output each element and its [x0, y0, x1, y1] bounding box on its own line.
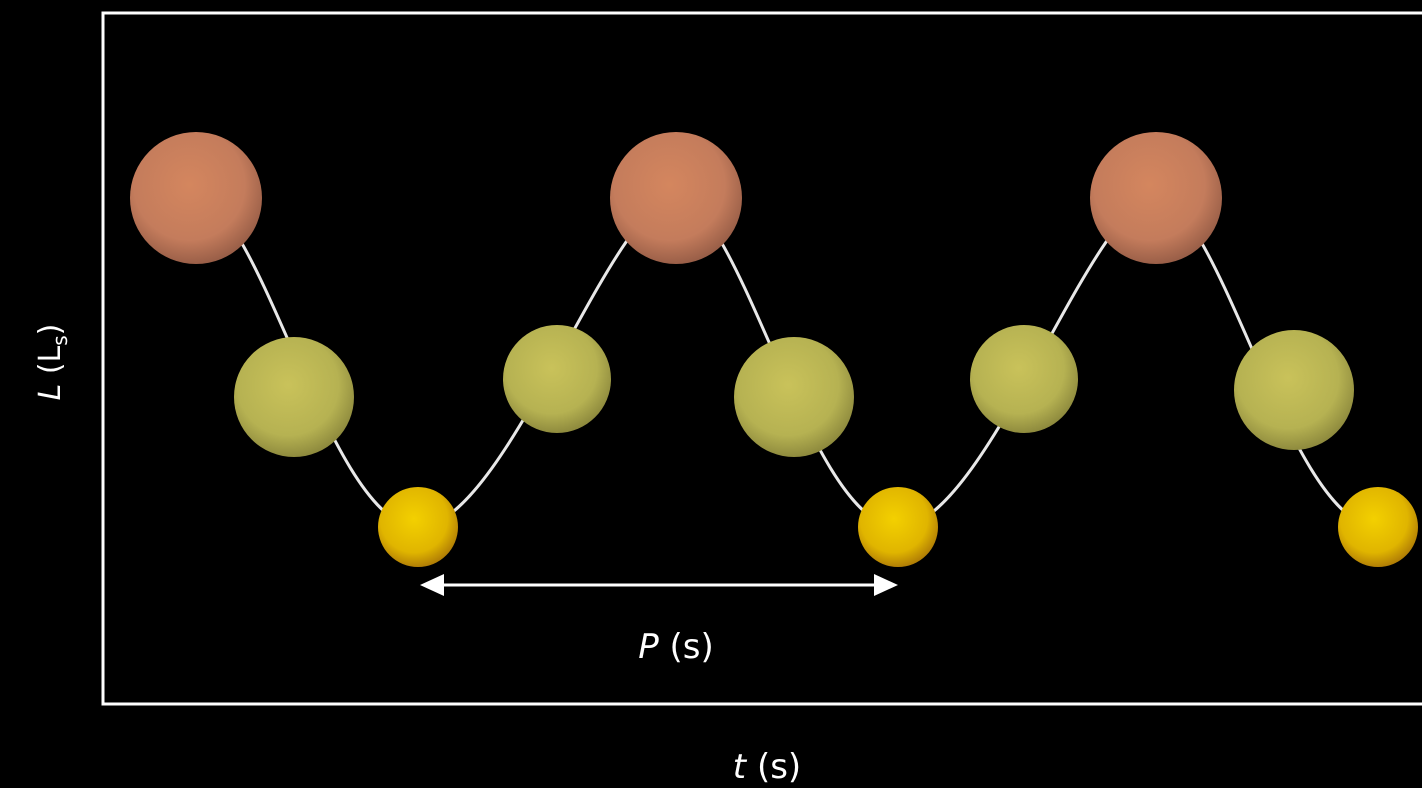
- y-axis-label: L (Ls): [33, 324, 72, 401]
- star-min: [1338, 487, 1418, 567]
- star-min: [858, 487, 938, 567]
- background: [0, 0, 1422, 788]
- x-axis-label: t (s): [733, 747, 801, 787]
- star-max: [130, 132, 262, 264]
- period-symbol: P: [638, 627, 659, 667]
- diagram: P (s) t (s) L (Ls): [0, 0, 1422, 788]
- x-unit: (s): [746, 747, 801, 787]
- period-label: P (s): [638, 627, 714, 667]
- star-mid: [1234, 330, 1354, 450]
- page: {"y_label": ["L", " (L", "s", ")"], "x_l…: [0, 0, 1422, 788]
- star-mid: [734, 337, 854, 457]
- star-mid: [503, 325, 611, 433]
- y-unit-subscript: s: [48, 335, 72, 345]
- y-unit-close: ): [33, 324, 68, 336]
- star-min: [378, 487, 458, 567]
- star-max: [1090, 132, 1222, 264]
- star-mid: [970, 325, 1078, 433]
- y-symbol: L: [33, 384, 68, 401]
- star-max: [610, 132, 742, 264]
- star-mid: [234, 337, 354, 457]
- y-unit: (L: [33, 345, 68, 383]
- period-unit: (s): [659, 627, 714, 667]
